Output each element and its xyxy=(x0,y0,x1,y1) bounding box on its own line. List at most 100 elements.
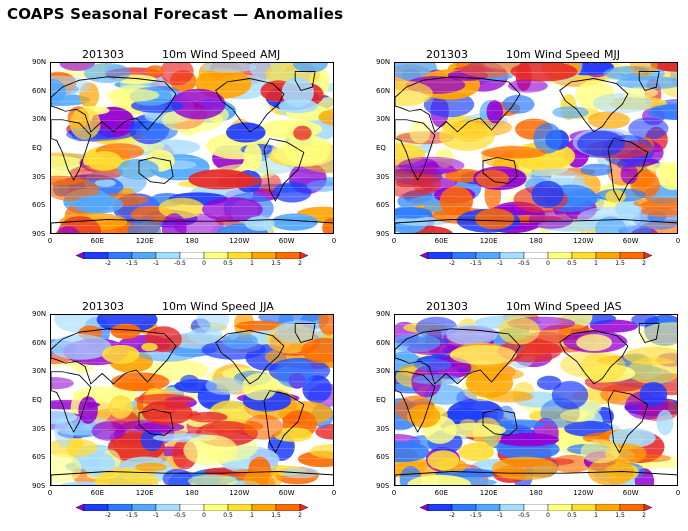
lat-tick-label: 60N xyxy=(376,86,391,95)
lat-tick-label: 30S xyxy=(32,424,46,433)
colorbar-tick-label: -1 xyxy=(153,512,159,519)
colorbar-tick-label: -1.5 xyxy=(470,512,482,519)
colorbar-swatch xyxy=(475,252,501,259)
colorbar-tick-label: -2 xyxy=(105,512,111,519)
panel-title: 201303 10m Wind Speed MJJ xyxy=(346,48,682,62)
lat-tick-label: EQ xyxy=(32,396,42,404)
panel-variable: 10m Wind Speed xyxy=(506,300,600,313)
colorbar-swatch xyxy=(131,504,157,511)
colorbar-swatch xyxy=(451,504,477,511)
coastlines xyxy=(395,323,677,485)
colorbar-tick-label: 2 xyxy=(298,260,302,267)
colorbar-swatch xyxy=(179,252,205,259)
lat-tick-label: 30S xyxy=(32,172,46,181)
colorbar xyxy=(76,252,308,259)
lon-tick-label: 0 xyxy=(391,237,397,245)
map-panel-jas: 201303 10m Wind Speed JAS 90N 60N 30N EQ 30S… xyxy=(346,300,682,525)
lat-tick-label: 30N xyxy=(32,367,47,376)
colorbar-tick-label: -1 xyxy=(497,512,503,519)
colorbar-tick-label: 0.5 xyxy=(567,512,577,519)
colorbar-swatch xyxy=(427,252,453,259)
lat-tick-label: 90N xyxy=(376,310,391,318)
anomaly-map xyxy=(50,314,334,486)
coastlines xyxy=(51,71,333,233)
colorbar-swatch xyxy=(275,252,301,259)
colorbar-tick-label: -1 xyxy=(497,260,503,267)
lon-tick-label: 180 xyxy=(185,237,199,245)
colorbar-tick-label: 2 xyxy=(642,512,646,519)
colorbar-tick-label: 2 xyxy=(642,260,646,267)
colorbar-swatch xyxy=(619,504,645,511)
lon-tick-label: 0 xyxy=(331,237,337,245)
colorbar-swatch xyxy=(83,252,109,259)
panel-title: 201303 10m Wind Speed JAS xyxy=(346,300,682,314)
lon-tick-label: 0 xyxy=(47,489,53,497)
lat-tick-label: 90S xyxy=(32,230,46,238)
colorbar xyxy=(420,504,652,511)
colorbar-swatch xyxy=(571,252,597,259)
lat-tick-label: 60S xyxy=(32,453,46,462)
colorbar-tick-label: 1 xyxy=(250,512,254,519)
colorbar-tick-label: 1.5 xyxy=(271,512,281,519)
lat-tick-label: 60S xyxy=(376,453,390,462)
panel-title: 201303 10m Wind Speed AMJ xyxy=(2,48,338,62)
colorbar-swatch xyxy=(643,504,652,511)
map-panel-amj: 201303 10m Wind Speed AMJ 90N 60N 30N EQ 30S… xyxy=(2,48,338,273)
anomaly-map xyxy=(50,62,334,234)
colorbar-swatch xyxy=(499,252,525,259)
colorbar-swatch xyxy=(131,252,157,259)
colorbar-swatch xyxy=(547,252,573,259)
lat-tick-label: 60S xyxy=(376,201,390,210)
colorbar-swatch xyxy=(299,252,308,259)
anomaly-field xyxy=(51,63,333,233)
colorbar-swatch xyxy=(227,504,253,511)
colorbar-swatch xyxy=(203,504,229,511)
colorbar-swatch xyxy=(76,252,85,259)
lat-tick-label: 90S xyxy=(376,230,390,238)
colorbar-tick-label: -0.5 xyxy=(174,260,186,267)
colorbar-tick-label: -1.5 xyxy=(126,512,138,519)
colorbar-tick-label: 0 xyxy=(202,260,206,267)
colorbar xyxy=(76,504,308,511)
colorbar-swatch xyxy=(83,504,109,511)
lon-tick-label: 0 xyxy=(47,237,53,245)
colorbar-tick-label: -1.5 xyxy=(126,260,138,267)
colorbar-tick-label: -0.5 xyxy=(518,512,530,519)
lat-tick-label: 90N xyxy=(376,58,391,66)
lon-tick-label: 120E xyxy=(479,489,498,497)
anomaly-map xyxy=(394,314,678,486)
colorbar-tick-label: 0.5 xyxy=(223,512,233,519)
lat-tick-label: 90S xyxy=(32,482,46,490)
colorbar-swatch xyxy=(251,252,277,259)
colorbar-swatch xyxy=(76,504,85,511)
map-panel-mjj: 201303 10m Wind Speed MJJ 90N 60N 30N EQ 30S… xyxy=(346,48,682,273)
colorbar-tick-label: 0 xyxy=(202,512,206,519)
lat-tick-label: 60N xyxy=(376,338,391,347)
anomaly-field xyxy=(395,63,677,233)
anomaly-field xyxy=(51,315,333,485)
colorbar-tick-label: 1.5 xyxy=(615,260,625,267)
coastlines xyxy=(51,323,333,485)
colorbar-swatch xyxy=(619,252,645,259)
colorbar-tick-label: -0.5 xyxy=(174,512,186,519)
colorbar-tick-label: 1.5 xyxy=(615,512,625,519)
colorbar-swatch xyxy=(499,504,525,511)
colorbar-swatch xyxy=(275,504,301,511)
colorbar-swatch xyxy=(107,504,133,511)
panel-season: JAS xyxy=(604,300,622,313)
lat-tick-label: EQ xyxy=(376,144,386,152)
lon-tick-label: 120W xyxy=(229,489,250,497)
lon-tick-label: 120E xyxy=(135,237,154,245)
lat-tick-label: 90S xyxy=(376,482,390,490)
lat-tick-label: EQ xyxy=(32,144,42,152)
colorbar-tick-label: 0.5 xyxy=(567,260,577,267)
lon-tick-label: 60E xyxy=(90,489,104,497)
lat-tick-label: 90N xyxy=(32,58,47,66)
panel-variable: 10m Wind Speed xyxy=(162,48,256,61)
colorbar-tick-label: 1 xyxy=(250,260,254,267)
colorbar-swatch xyxy=(155,504,181,511)
colorbar-swatch xyxy=(155,252,181,259)
panel-date: 201303 xyxy=(82,300,124,313)
panel-variable: 10m Wind Speed xyxy=(506,48,600,61)
colorbar-swatch xyxy=(571,504,597,511)
